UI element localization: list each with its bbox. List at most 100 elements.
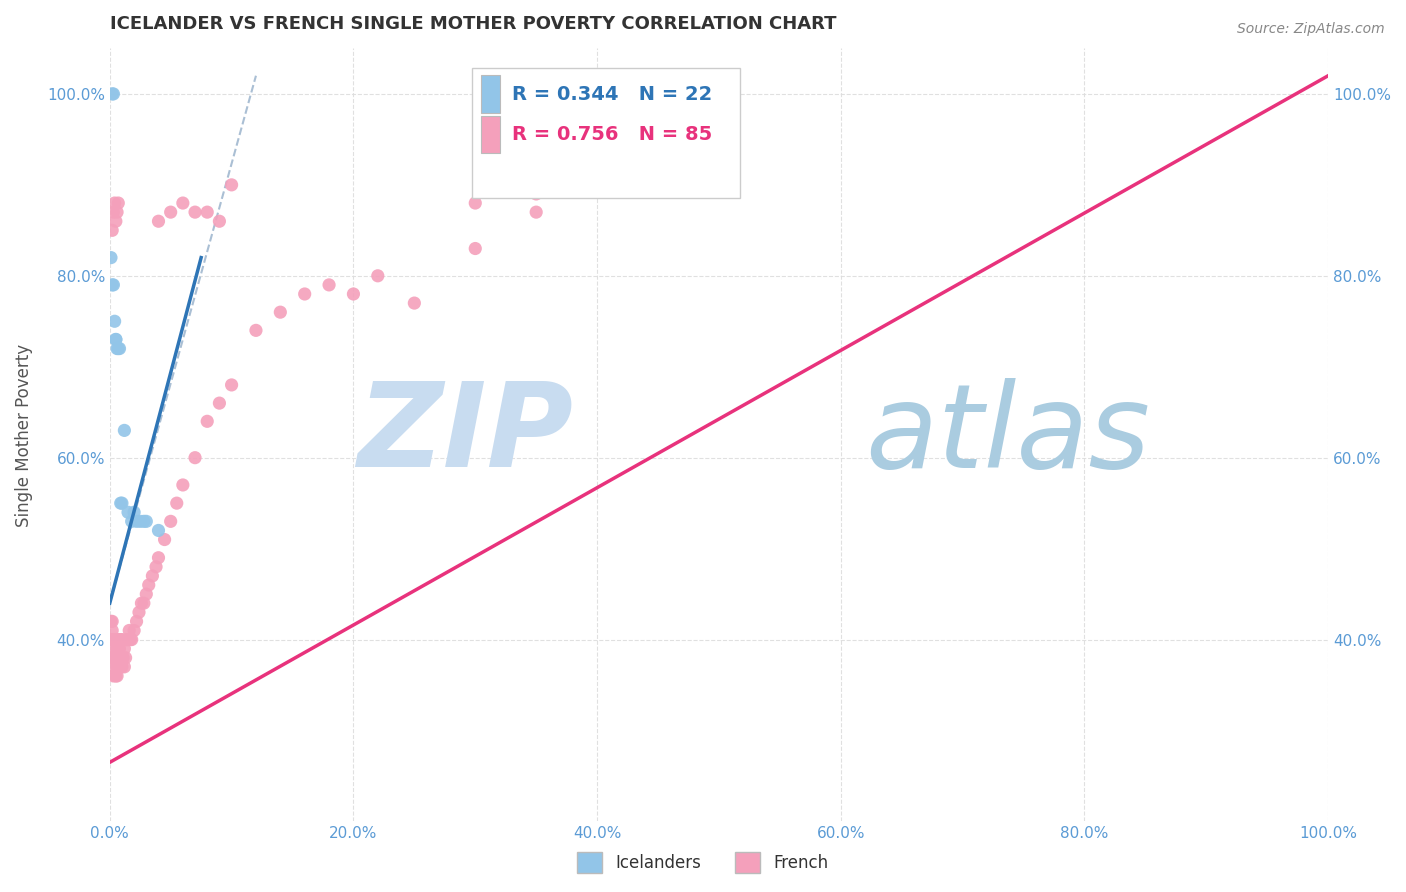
- Point: [121, 632, 143, 647]
- Point: [104, 196, 127, 211]
- Point: [122, 505, 145, 519]
- Point: [103, 669, 125, 683]
- Text: R = 0.756   N = 85: R = 0.756 N = 85: [512, 125, 711, 144]
- Legend: Icelanders, French: Icelanders, French: [571, 846, 835, 880]
- Point: [148, 214, 170, 228]
- Point: [159, 514, 181, 528]
- Point: [104, 632, 127, 647]
- Point: [103, 641, 125, 656]
- Point: [104, 632, 127, 647]
- Point: [153, 533, 176, 547]
- Point: [184, 205, 207, 219]
- Point: [104, 650, 127, 665]
- Text: ZIP: ZIP: [357, 377, 572, 492]
- Point: [107, 660, 129, 674]
- Point: [221, 378, 243, 392]
- Point: [135, 587, 157, 601]
- Point: [104, 333, 127, 347]
- FancyBboxPatch shape: [471, 68, 740, 198]
- Point: [111, 632, 134, 647]
- Point: [125, 615, 148, 629]
- Point: [132, 596, 155, 610]
- Point: [103, 87, 125, 101]
- Point: [221, 178, 243, 192]
- Point: [104, 314, 127, 328]
- Point: [108, 342, 131, 356]
- Point: [269, 305, 291, 319]
- Point: [107, 632, 129, 647]
- Point: [208, 214, 231, 228]
- Point: [166, 496, 188, 510]
- Point: [117, 505, 139, 519]
- Point: [115, 632, 138, 647]
- Point: [104, 669, 127, 683]
- Point: [148, 524, 170, 538]
- Point: [104, 214, 127, 228]
- Point: [245, 323, 267, 337]
- Point: [121, 514, 143, 528]
- Point: [129, 514, 152, 528]
- Point: [172, 478, 194, 492]
- Point: [524, 205, 547, 219]
- Point: [105, 669, 128, 683]
- Point: [105, 660, 128, 674]
- Point: [524, 87, 547, 101]
- Point: [117, 632, 139, 647]
- Point: [184, 450, 207, 465]
- Point: [128, 605, 150, 619]
- Point: [125, 514, 148, 528]
- Point: [101, 277, 124, 292]
- Point: [294, 287, 316, 301]
- Point: [103, 205, 125, 219]
- Point: [159, 205, 181, 219]
- Point: [112, 424, 135, 438]
- Point: [148, 550, 170, 565]
- Point: [100, 632, 122, 647]
- Point: [131, 596, 153, 610]
- Point: [135, 514, 157, 528]
- Point: [107, 196, 129, 211]
- Point: [110, 496, 132, 510]
- Point: [342, 287, 364, 301]
- Point: [404, 296, 426, 310]
- Point: [114, 650, 136, 665]
- Point: [524, 186, 547, 201]
- Point: [586, 87, 609, 101]
- Point: [100, 251, 122, 265]
- Point: [100, 632, 122, 647]
- Text: atlas: atlas: [865, 378, 1150, 492]
- Text: Source: ZipAtlas.com: Source: ZipAtlas.com: [1237, 22, 1385, 37]
- Point: [110, 650, 132, 665]
- Point: [120, 632, 142, 647]
- Point: [118, 624, 141, 638]
- Text: R = 0.344   N = 22: R = 0.344 N = 22: [512, 85, 711, 103]
- Point: [101, 615, 124, 629]
- Point: [108, 650, 131, 665]
- Point: [195, 414, 218, 428]
- Point: [108, 660, 131, 674]
- Point: [105, 342, 128, 356]
- Point: [103, 632, 125, 647]
- Point: [101, 624, 124, 638]
- Point: [107, 650, 129, 665]
- Point: [101, 87, 124, 101]
- Point: [318, 277, 340, 292]
- Point: [104, 333, 127, 347]
- Point: [100, 650, 122, 665]
- Point: [367, 268, 389, 283]
- Point: [111, 496, 134, 510]
- Y-axis label: Single Mother Poverty: Single Mother Poverty: [15, 343, 32, 526]
- Point: [138, 578, 160, 592]
- Point: [464, 242, 486, 256]
- Point: [108, 641, 131, 656]
- Point: [103, 650, 125, 665]
- Point: [103, 277, 125, 292]
- Point: [101, 632, 124, 647]
- Point: [208, 396, 231, 410]
- Point: [107, 342, 129, 356]
- Point: [122, 624, 145, 638]
- Point: [132, 514, 155, 528]
- Point: [172, 196, 194, 211]
- Point: [111, 650, 134, 665]
- Point: [104, 660, 127, 674]
